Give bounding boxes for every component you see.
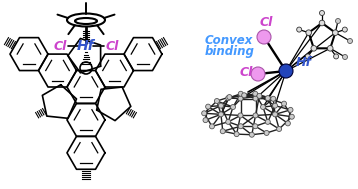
- Circle shape: [265, 119, 270, 124]
- Circle shape: [218, 103, 223, 108]
- Text: Cl: Cl: [53, 40, 67, 53]
- Circle shape: [227, 94, 232, 100]
- Circle shape: [251, 67, 265, 81]
- Circle shape: [257, 93, 262, 98]
- Circle shape: [209, 124, 214, 129]
- Circle shape: [203, 118, 208, 123]
- Circle shape: [297, 27, 302, 32]
- Circle shape: [218, 112, 223, 117]
- Circle shape: [335, 19, 340, 23]
- Circle shape: [226, 119, 231, 124]
- Circle shape: [265, 96, 270, 101]
- Circle shape: [319, 11, 324, 15]
- Circle shape: [261, 105, 266, 109]
- Text: Cl: Cl: [105, 40, 119, 53]
- Circle shape: [214, 98, 219, 104]
- Circle shape: [271, 96, 276, 101]
- Circle shape: [253, 124, 258, 129]
- Circle shape: [238, 113, 243, 118]
- Circle shape: [249, 132, 254, 137]
- Circle shape: [306, 30, 311, 36]
- Text: Cl: Cl: [239, 66, 253, 78]
- Circle shape: [305, 54, 310, 59]
- Circle shape: [333, 30, 338, 36]
- Circle shape: [328, 46, 333, 51]
- Circle shape: [277, 126, 282, 132]
- Circle shape: [272, 112, 277, 117]
- Circle shape: [342, 27, 347, 32]
- Circle shape: [319, 20, 325, 26]
- Circle shape: [285, 121, 290, 126]
- Circle shape: [311, 46, 316, 51]
- Circle shape: [242, 93, 247, 98]
- Circle shape: [288, 107, 293, 112]
- Circle shape: [234, 132, 239, 137]
- Circle shape: [205, 104, 211, 109]
- Circle shape: [253, 96, 258, 101]
- Circle shape: [238, 124, 243, 129]
- Circle shape: [289, 114, 294, 119]
- Circle shape: [226, 96, 231, 101]
- Text: Convex: Convex: [205, 35, 253, 47]
- Circle shape: [220, 129, 225, 134]
- Circle shape: [279, 64, 293, 78]
- Text: binding: binding: [205, 44, 255, 57]
- Circle shape: [253, 91, 258, 96]
- Circle shape: [257, 30, 271, 44]
- Circle shape: [238, 96, 243, 101]
- Circle shape: [238, 91, 243, 96]
- Circle shape: [253, 113, 258, 118]
- Circle shape: [334, 54, 339, 59]
- Circle shape: [272, 103, 277, 108]
- Circle shape: [231, 105, 236, 109]
- Text: Cl: Cl: [259, 16, 273, 29]
- Circle shape: [348, 39, 353, 43]
- Circle shape: [264, 130, 269, 136]
- Circle shape: [281, 101, 286, 106]
- Text: Hf: Hf: [77, 39, 95, 53]
- Circle shape: [202, 111, 207, 116]
- Text: Hf: Hf: [296, 57, 312, 70]
- Circle shape: [343, 54, 348, 60]
